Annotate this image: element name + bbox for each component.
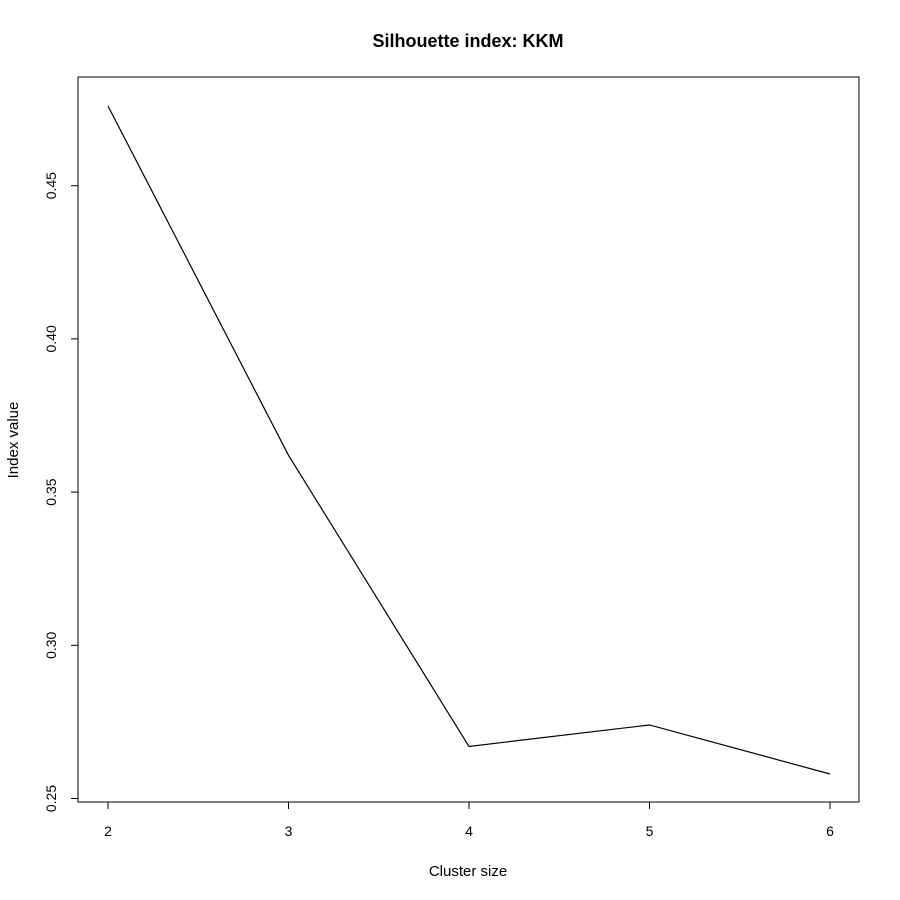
chart-title: Silhouette index: KKM — [372, 31, 563, 51]
x-axis-title: Cluster size — [429, 863, 507, 880]
y-tick-label: 0.35 — [43, 478, 59, 505]
x-tick-label: 4 — [465, 823, 473, 839]
series-layer — [107, 105, 831, 775]
y-tick-label: 0.25 — [43, 785, 59, 812]
x-tick-label: 3 — [285, 823, 293, 839]
series-line — [107, 105, 831, 775]
x-tick-label: 2 — [104, 823, 112, 839]
x-tick-label: 5 — [646, 823, 654, 839]
x-axis: 2 3 4 5 6 — [104, 801, 834, 839]
y-tick-label: 0.30 — [43, 631, 59, 658]
x-tick-label: 6 — [826, 823, 834, 839]
y-axis-title: Index value — [5, 402, 22, 479]
y-tick-label: 0.45 — [43, 172, 59, 199]
y-axis: 0.25 0.30 0.35 0.40 0.45 — [43, 172, 79, 812]
y-tick-label: 0.40 — [43, 325, 59, 352]
